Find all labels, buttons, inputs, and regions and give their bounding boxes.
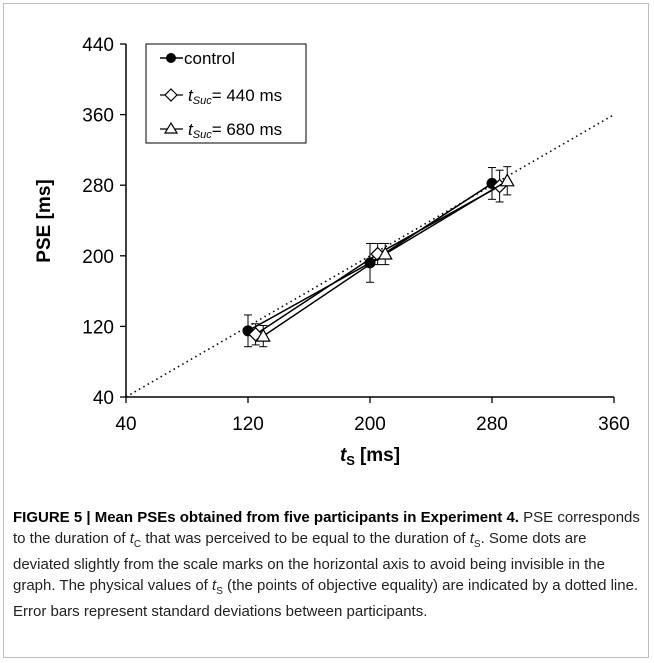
legend-440-sub: Suc (193, 95, 212, 107)
y-tick-label-440: 440 (82, 35, 114, 56)
x-axis-title-sub: S (346, 453, 355, 468)
x-tick-label-360: 360 (598, 414, 630, 435)
caption-ts: t (469, 529, 474, 547)
legend-label-680: tSuc= 680 ms (188, 120, 282, 141)
legend-440-value: = 440 ms (212, 86, 282, 105)
x-axis-title: tS [ms] (340, 445, 400, 468)
x-tick-label-280: 280 (476, 414, 508, 435)
legend-item-control: control (160, 49, 235, 68)
y-tick-label-360: 360 (82, 106, 114, 127)
caption-text-1: PSE corresponds to the duration of (13, 509, 640, 547)
legend-680-var: t (188, 120, 194, 139)
caption-ts2: t (212, 576, 217, 594)
x-axis-title-unit: [ms] (360, 445, 400, 466)
caption-tc-sub: C (133, 538, 142, 550)
pse-chart: 40 120 200 280 360 440 40 120 200 280 360 PSE [ms… (34, 35, 630, 468)
caption-ts-sub: S (473, 538, 481, 550)
x-tick-label-200: 200 (354, 414, 386, 435)
caption-text-3: . Some dots are deviated slightly from t… (13, 529, 605, 594)
legend-item-680: tSuc= 680 ms (160, 120, 282, 141)
x-axis-title-var: t (340, 445, 347, 466)
series-2 (255, 166, 515, 348)
y-tick-label-120: 120 (82, 317, 114, 338)
legend-marker-control (166, 53, 176, 63)
x-tick-label-120: 120 (232, 414, 264, 435)
legend-440-var: t (188, 86, 194, 105)
legend-label-440: tSuc= 440 ms (188, 86, 282, 107)
y-tick-label-200: 200 (82, 247, 114, 268)
y-axis-title: PSE [ms] (34, 179, 55, 262)
legend-680-value: = 680 ms (212, 120, 282, 139)
y-tick-label-280: 280 (82, 176, 114, 197)
caption-text-2: that was perceived to be equal to the du… (141, 529, 470, 547)
x-tick-label-40: 40 (115, 414, 136, 435)
caption-title: FIGURE 5 | Mean PSEs obtained from five … (13, 509, 519, 526)
legend-label-control: control (184, 49, 235, 68)
figure-caption: FIGURE 5 | Mean PSEs obtained from five … (13, 508, 643, 623)
legend-item-440: tSuc= 440 ms (160, 86, 282, 107)
caption-ts2-sub: S (216, 585, 223, 597)
data-point-2-2 (499, 173, 515, 187)
series-1 (248, 169, 507, 346)
data-point-2-1 (377, 246, 393, 260)
series-0 (242, 167, 498, 348)
y-tick-label-40: 40 (93, 388, 114, 409)
legend-marker-680 (163, 121, 179, 134)
legend-marker-440 (164, 88, 178, 102)
figure-frame (3, 3, 649, 658)
caption-tc: t (129, 529, 134, 547)
legend-680-sub: Suc (193, 129, 212, 141)
data-point-2-0 (255, 328, 271, 342)
caption-text-4: (the points of objective equality) are i… (13, 576, 639, 621)
